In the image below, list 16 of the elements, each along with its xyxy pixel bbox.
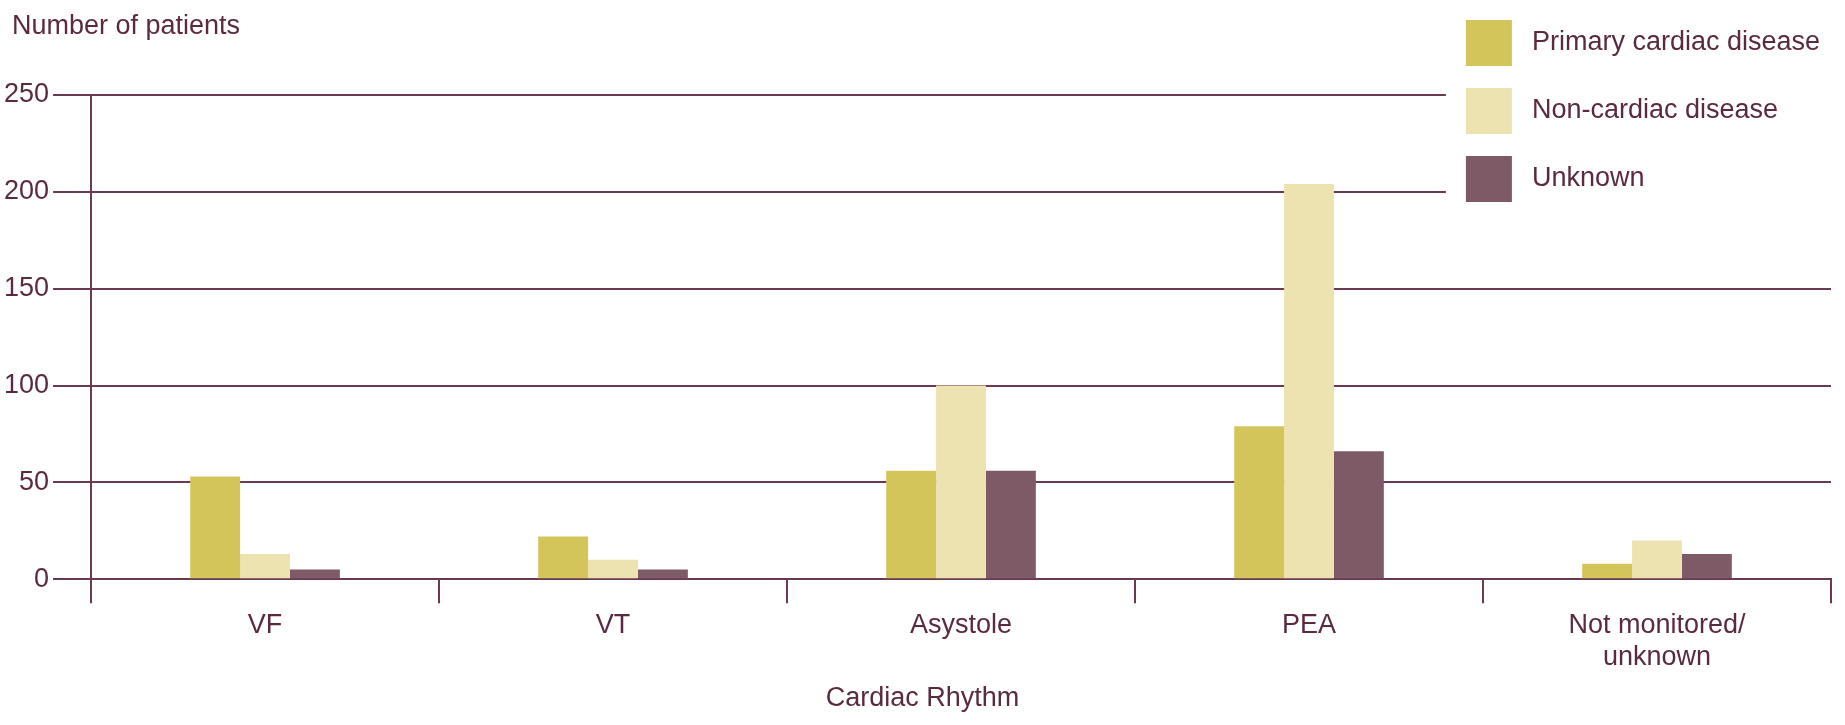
x-tick-label: Not monitored/ unknown [1568, 608, 1747, 672]
y-tick-label: 0 [34, 562, 50, 593]
y-tick-label: 50 [19, 465, 50, 496]
x-tick-label: PEA [1282, 608, 1337, 639]
y-axis-title: Number of patients [12, 10, 241, 41]
legend-label: Primary cardiac disease [1531, 26, 1821, 57]
y-tick-label: 250 [3, 78, 50, 109]
y-tick-label: 200 [3, 175, 50, 206]
legend-label: Unknown [1531, 162, 1645, 193]
x-tick-label: Asystole [910, 608, 1013, 639]
legend-label: Non-cardiac disease [1531, 94, 1779, 125]
x-axis-title: Cardiac Rhythm [824, 682, 1021, 713]
x-tick-label: VT [595, 608, 631, 639]
y-tick-label: 150 [3, 272, 50, 303]
y-tick-label: 100 [3, 368, 50, 399]
x-tick-label: VF [247, 608, 283, 639]
